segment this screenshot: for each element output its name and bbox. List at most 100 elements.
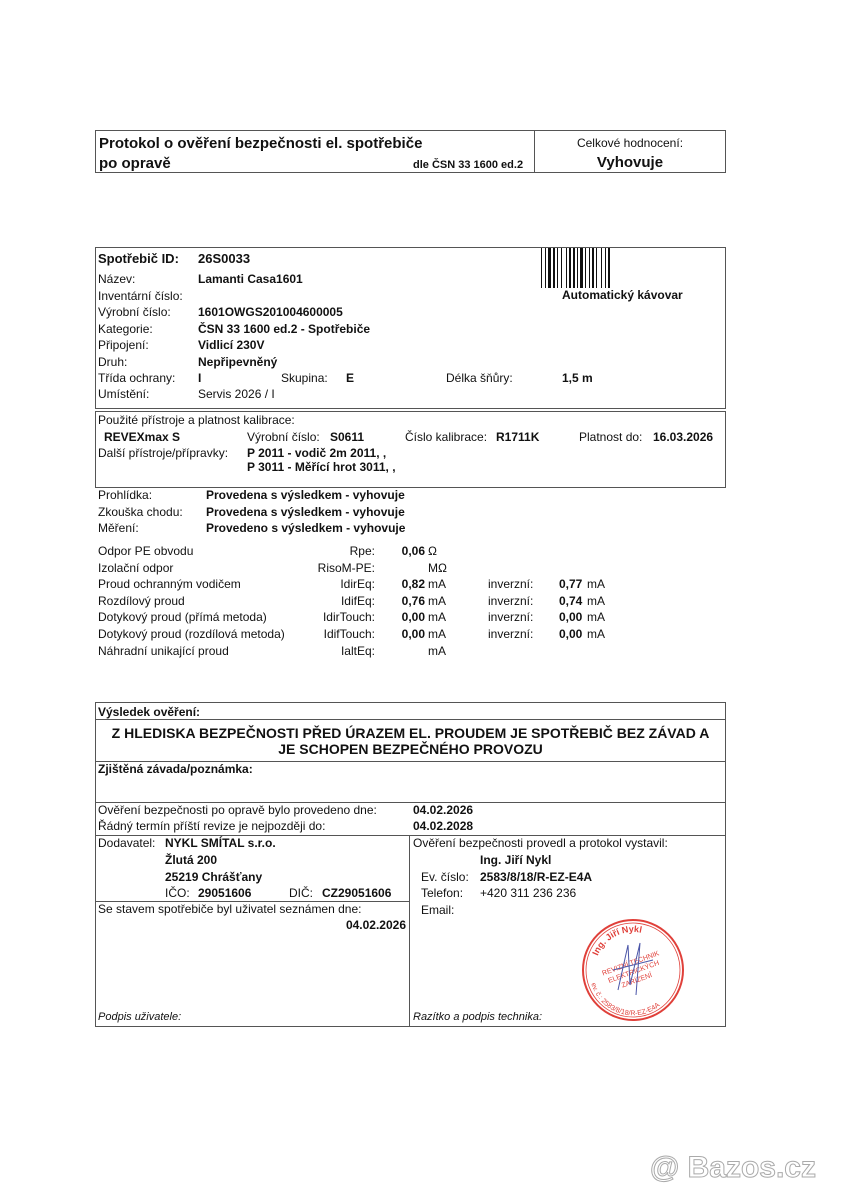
device-field-label: Název: [98, 272, 136, 286]
valid-label: Platnost do: [579, 430, 643, 444]
user-signature-label: Podpis uživatele: [98, 1011, 182, 1023]
inverse-label: inverzní: [488, 593, 534, 608]
phone: +420 311 236 236 [480, 886, 577, 900]
measurement-symbol: Rpe: [349, 544, 375, 558]
location-label: Umístění: [98, 387, 150, 401]
device-field-label: Výrobní číslo: [98, 305, 171, 319]
device-field-label: Kategorie: [98, 321, 153, 336]
supplier-city: 25219 Chrášťany [165, 870, 263, 884]
measurement-unit: Ω [428, 544, 437, 558]
inverse-unit: mA [587, 610, 605, 625]
result-title: Výsledek ověření: [98, 705, 201, 719]
title-line2: po opravě [99, 155, 171, 172]
serial-label: Výrobní číslo: [247, 430, 320, 444]
stamp: Ing. Jiří Nykl ev. č.: 2583/8/18/R-EZ-E4… [582, 919, 684, 1021]
measurement-value: 0,82 [401, 577, 425, 592]
watermark: @ Bazos.cz [650, 1151, 817, 1185]
defect-label: Zjištěná závada/poznámka: [98, 762, 253, 776]
measurement-label: Dotykový proud (přímá metoda) [98, 610, 267, 625]
inverse-value: 0,00 [559, 627, 583, 641]
check-value: Provedeno s výsledkem - vyhovuje [206, 521, 406, 535]
device-field-value: Vidlicí 230V [198, 338, 265, 352]
check-value: Provedena s výsledkem - vyhovuje [206, 488, 405, 502]
dic: CZ29051606 [322, 886, 392, 900]
phone-label: Telefon: [421, 886, 464, 900]
svg-text:Ing. Jiří Nykl: Ing. Jiří Nykl [590, 924, 643, 957]
email-label: Email: [421, 903, 455, 917]
class-value: I [198, 371, 202, 385]
group-label: Skupina: [281, 371, 328, 385]
cord-label: Délka šňůry: [446, 371, 513, 385]
title-line1: Protokol o ověření bezpečnosti el. spotř… [99, 135, 423, 152]
measurement-symbol: RisoM-PE: [317, 560, 375, 575]
signature [612, 942, 654, 996]
user-label: Se stavem spotřebiče byl uživatel seznám… [98, 902, 362, 916]
user-date: 04.02.2026 [345, 918, 406, 932]
check-label: Prohlídka: [98, 488, 153, 502]
group-value: E [346, 371, 355, 385]
measurement-label: Dotykový proud (rozdílová metoda) [98, 627, 285, 641]
measurement-label: Proud ochranným vodičem [98, 577, 241, 592]
device-field-value: ČSN 33 1600 ed.2 - Spotřebiče [198, 321, 371, 336]
instruments-title: Použité přístroje a platnost kalibrace: [98, 413, 295, 427]
result-line1: Z HLEDISKA BEZPEČNOSTI PŘED ÚRAZEM EL. P… [111, 725, 710, 741]
inverse-label: inverzní: [488, 610, 534, 625]
valid-value: 16.03.2026 [653, 430, 714, 444]
inverse-value: 0,77 [559, 577, 583, 592]
device-type: Automatický kávovar [562, 288, 683, 302]
instrument-name: REVEXmax S [104, 430, 181, 444]
supplier-street: Žlutá 200 [165, 853, 218, 867]
measurement-label: Náhradní unikající proud [98, 643, 229, 658]
ev-label: Ev. číslo: [421, 870, 469, 884]
measurement-unit: mA [428, 593, 446, 608]
rating-label: Celkové hodnocení: [576, 136, 684, 150]
norm: dle ČSN 33 1600 ed.2 [413, 159, 524, 171]
measurement-symbol: IaltEq: [340, 643, 375, 658]
inverse-label: inverzní: [488, 577, 534, 592]
ev-number: 2583/8/18/R-EZ-E4A [480, 870, 593, 884]
measurement-symbol: IdirEq: [340, 577, 375, 592]
technician-signature-label: Razítko a podpis technika: [413, 1011, 543, 1023]
device-field-label: Připojení: [98, 338, 149, 352]
check-label: Měření: [98, 521, 139, 535]
inverse-label: inverzní: [488, 627, 534, 641]
inverse-value: 0,74 [559, 593, 583, 608]
inverse-value: 0,00 [559, 610, 583, 625]
measurement-unit: mA [428, 627, 446, 641]
device-field-label: Inventární číslo: [98, 288, 183, 303]
instruments-box [95, 411, 726, 488]
result-line2: JE SCHOPEN BEZPEČNÉHO PROVOZU [278, 741, 543, 757]
measurement-value: 0,06 [401, 544, 425, 558]
device-field-value: 1601OWGS201004600005 [198, 305, 343, 319]
header-box [95, 130, 726, 173]
device-field-label: Druh: [98, 354, 128, 369]
result-box [95, 702, 726, 1027]
measurement-value: 0,76 [401, 593, 425, 608]
next-label: Řádný termín příští revize je nejpozději… [98, 819, 326, 833]
measurement-unit: mA [428, 643, 446, 658]
ico-label: IČO: [165, 886, 190, 900]
location-value: Servis 2026 / I [198, 387, 275, 401]
stamp-top-text: Ing. Jiří Nykl [590, 924, 643, 957]
device-id: 26S0033 [198, 251, 251, 266]
measurement-unit: mA [428, 577, 446, 592]
next-value: 04.02.2028 [413, 819, 474, 833]
supplier-name: NYKL SMÍTAL s.r.o. [165, 836, 276, 850]
measurement-symbol: IdifTouch: [323, 627, 375, 641]
device-box [95, 247, 726, 409]
check-label: Zkouška chodu: [98, 504, 183, 519]
measurement-unit: MΩ [428, 560, 447, 575]
calib-value: R1711K [496, 430, 540, 444]
inverse-unit: mA [587, 627, 605, 641]
measurement-value: 0,00 [401, 610, 425, 625]
device-field-value: Nepřipevněný [198, 354, 278, 369]
dic-label: DIČ: [289, 886, 313, 900]
barcode [541, 248, 633, 288]
check-value: Provedena s výsledkem - vyhovuje [206, 504, 405, 519]
measurement-symbol: IdifEq: [340, 593, 375, 608]
calib-label: Číslo kalibrace: [405, 430, 488, 444]
measurement-label: Rozdílový proud [98, 593, 185, 608]
device-id-label: Spotřebič ID: [98, 251, 179, 266]
rating-value: Vyhovuje [596, 154, 664, 171]
